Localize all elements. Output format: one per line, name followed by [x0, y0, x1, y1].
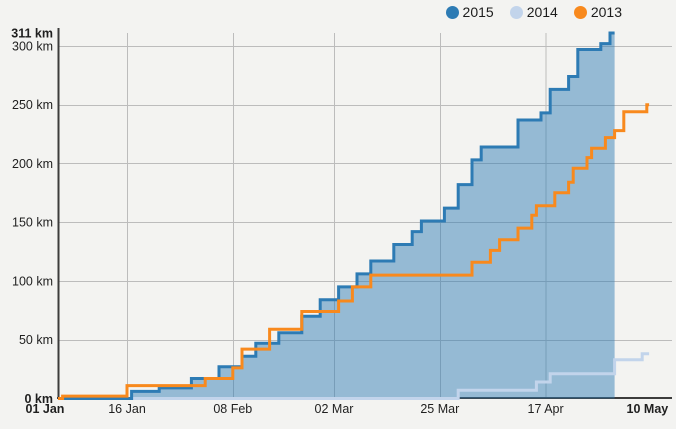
- chart-legend: 2015 2014 2013: [445, 4, 622, 20]
- line-2013[interactable]: [58, 103, 650, 400]
- legend-label: 2015: [462, 4, 494, 20]
- y-tick-label: 0 km: [25, 392, 54, 406]
- legend-dot-2013: [573, 5, 587, 19]
- x-tick-label: 16 Jan: [108, 402, 146, 416]
- y-tick-label: 200 km: [12, 157, 53, 171]
- legend-item-2015[interactable]: 2015: [445, 4, 494, 20]
- legend-item-2013[interactable]: 2013: [573, 4, 622, 20]
- y-tick-label: 100 km: [12, 274, 53, 288]
- x-tick-label: 02 Mar: [315, 402, 354, 416]
- x-tick-label: 25 Mar: [420, 402, 459, 416]
- area-2015: [58, 33, 615, 399]
- legend-dot-2014: [509, 5, 523, 19]
- legend-dot-2015: [445, 5, 459, 19]
- legend-label: 2014: [526, 4, 558, 20]
- y-tick-label: 300 km: [12, 39, 53, 53]
- legend-item-2014[interactable]: 2014: [509, 4, 558, 20]
- y-tick-label: 150 km: [12, 216, 53, 230]
- line-2014[interactable]: [58, 352, 650, 400]
- y-tick-label: 250 km: [12, 98, 53, 112]
- x-tick-label: 01 Jan: [26, 402, 65, 416]
- x-tick-label: 08 Feb: [213, 402, 252, 416]
- x-tick-label: 17 Apr: [528, 402, 564, 416]
- y-tick-label: 50 km: [19, 333, 53, 347]
- y-tick-label: 311 km: [11, 27, 53, 41]
- legend-label: 2013: [590, 4, 622, 20]
- x-tick-label: 10 May: [627, 402, 669, 416]
